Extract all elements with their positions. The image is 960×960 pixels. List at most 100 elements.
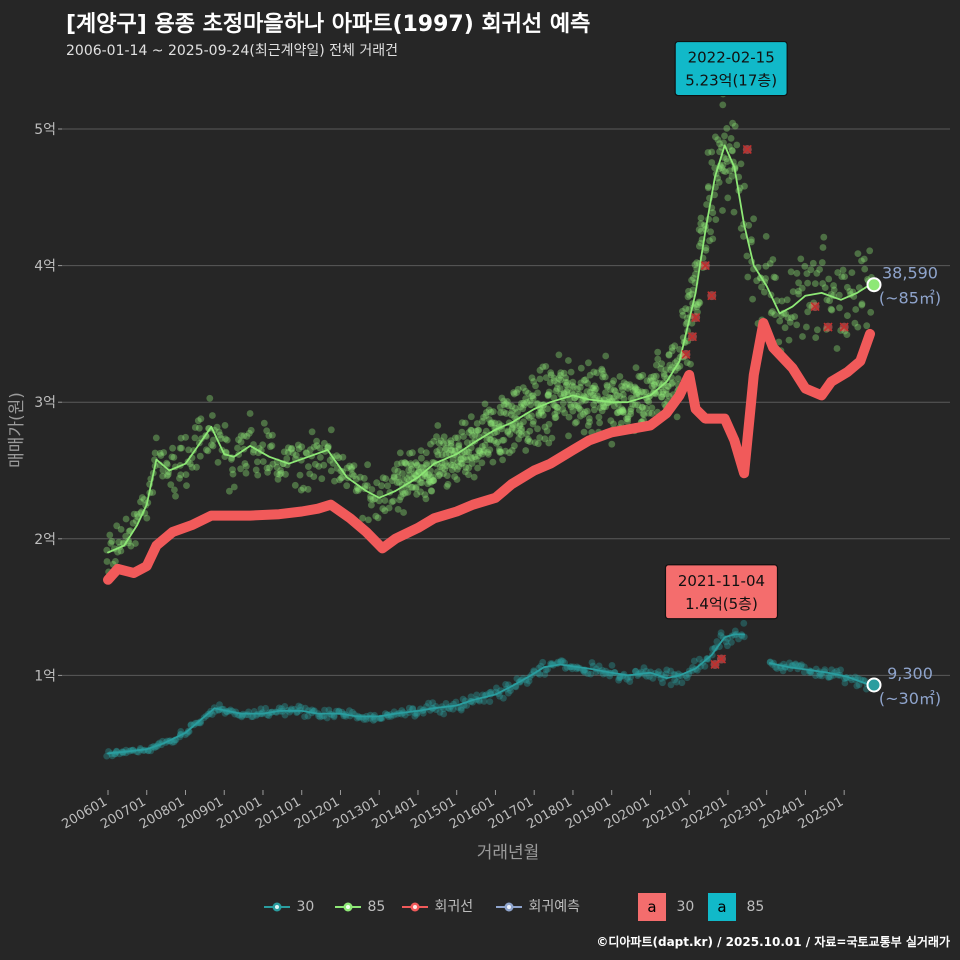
scatter-point-85 [766,260,774,267]
scatter-point-85 [494,438,502,446]
scatter-point-30 [615,674,623,682]
scatter-point-85 [417,464,425,471]
scatter-point-85 [696,299,704,307]
scatter-point-85 [422,495,430,503]
scatter-point-30 [370,716,377,724]
scatter-point-85 [749,295,756,303]
y-axis-label: 매매가(원) [7,392,27,468]
legend-item-regression: 회귀선 [400,893,473,921]
scatter-point-85 [476,449,484,457]
scatter-point-85 [730,208,738,216]
scatter-point-85 [274,475,282,483]
scatter-point-85 [694,301,702,308]
scatter-point-85 [472,427,480,435]
scatter-point-85 [691,261,699,269]
scatter-point-85 [851,319,859,327]
scatter-point-85 [655,388,663,396]
scatter-point-30 [825,673,833,681]
scatter-point-85 [273,463,281,471]
scatter-point-30 [779,667,787,675]
scatter-point-30 [360,716,368,723]
scatter-point-30 [413,710,421,718]
scatter-point-85 [803,323,810,331]
y-tick-label-0: 1억 [34,668,56,684]
scatter-point-85 [589,391,597,399]
scatter-point-85 [282,470,289,478]
scatter-point-85 [753,277,761,285]
scatter-point-30 [507,687,514,694]
scatter-point-30 [411,712,419,720]
scatter-point-85 [266,464,273,472]
scatter-point-85 [478,459,486,467]
scatter-point-85 [692,301,700,308]
scatter-point-85 [602,389,609,397]
scatter-point-85 [457,456,465,463]
scatter-point-85 [584,422,592,429]
scatter-point-85 [569,407,577,415]
scatter-point-85 [259,458,267,465]
scatter-point-30 [818,672,826,680]
scatter-point-85 [660,370,668,378]
scatter-point-85 [499,437,506,444]
scatter-point-85 [317,454,324,461]
scatter-point-30 [728,638,735,646]
scatter-point-85 [608,440,616,448]
scatter-point-85 [235,436,242,444]
scatter-point-85 [679,307,686,315]
scatter-point-85 [778,297,786,305]
scatter-point-85 [534,440,542,448]
scatter-point-85 [596,419,603,427]
scatter-point-85 [804,308,812,316]
scatter-point-85 [500,401,508,409]
scatter-point-30 [436,708,444,716]
scatter-point-85 [648,404,656,412]
scatter-point-85 [709,209,717,217]
scatter-point-85 [695,298,703,306]
scatter-point-85 [468,454,476,462]
scatter-point-85 [500,436,508,444]
scatter-point-85 [197,415,205,423]
scatter-point-85 [188,463,196,471]
scatter-point-30 [792,660,799,668]
scatter-point-85 [415,467,423,475]
scatter-point-85 [486,446,494,454]
scatter-point-85 [324,444,331,451]
scatter-point-85 [475,447,482,454]
scatter-point-85 [588,384,596,392]
scatter-point-85 [804,279,811,287]
scatter-point-85 [659,390,667,398]
teal-point-icon [264,902,290,912]
scatter-point-85 [140,496,148,503]
scatter-point-85 [343,464,351,472]
scatter-point-85 [430,477,437,484]
scatter-point-85 [634,401,642,409]
scatter-point-85 [441,459,449,467]
scatter-point-85 [696,242,703,250]
scatter-point-85 [241,460,249,467]
annotation-price-85: 5.23억(17층) [685,72,777,90]
scatter-point-85 [748,236,755,244]
scatter-point-85 [172,492,179,500]
scatter-point-85 [658,360,665,368]
scatter-point-85 [729,119,736,127]
scatter-point-85 [117,547,125,555]
scatter-point-30 [640,664,648,671]
scatter-point-85 [793,321,801,329]
scatter-point-85 [682,305,690,313]
scatter-point-85 [564,385,571,393]
scatter-point-85 [396,449,404,457]
scatter-point-85 [684,293,692,301]
scatter-point-85 [640,411,648,418]
scatter-point-85 [327,426,335,434]
scatter-point-85 [482,427,490,435]
scatter-point-85 [528,412,535,420]
scatter-point-30 [452,698,460,706]
scatter-point-85 [391,466,398,474]
scatter-point-85 [259,441,267,449]
regression-cross-9 [716,654,727,664]
scatter-point-30 [502,681,509,688]
regression-cross-5 [810,302,820,312]
scatter-point-85 [307,446,314,454]
scatter-point-85 [467,413,475,421]
scatter-point-85 [277,467,284,474]
